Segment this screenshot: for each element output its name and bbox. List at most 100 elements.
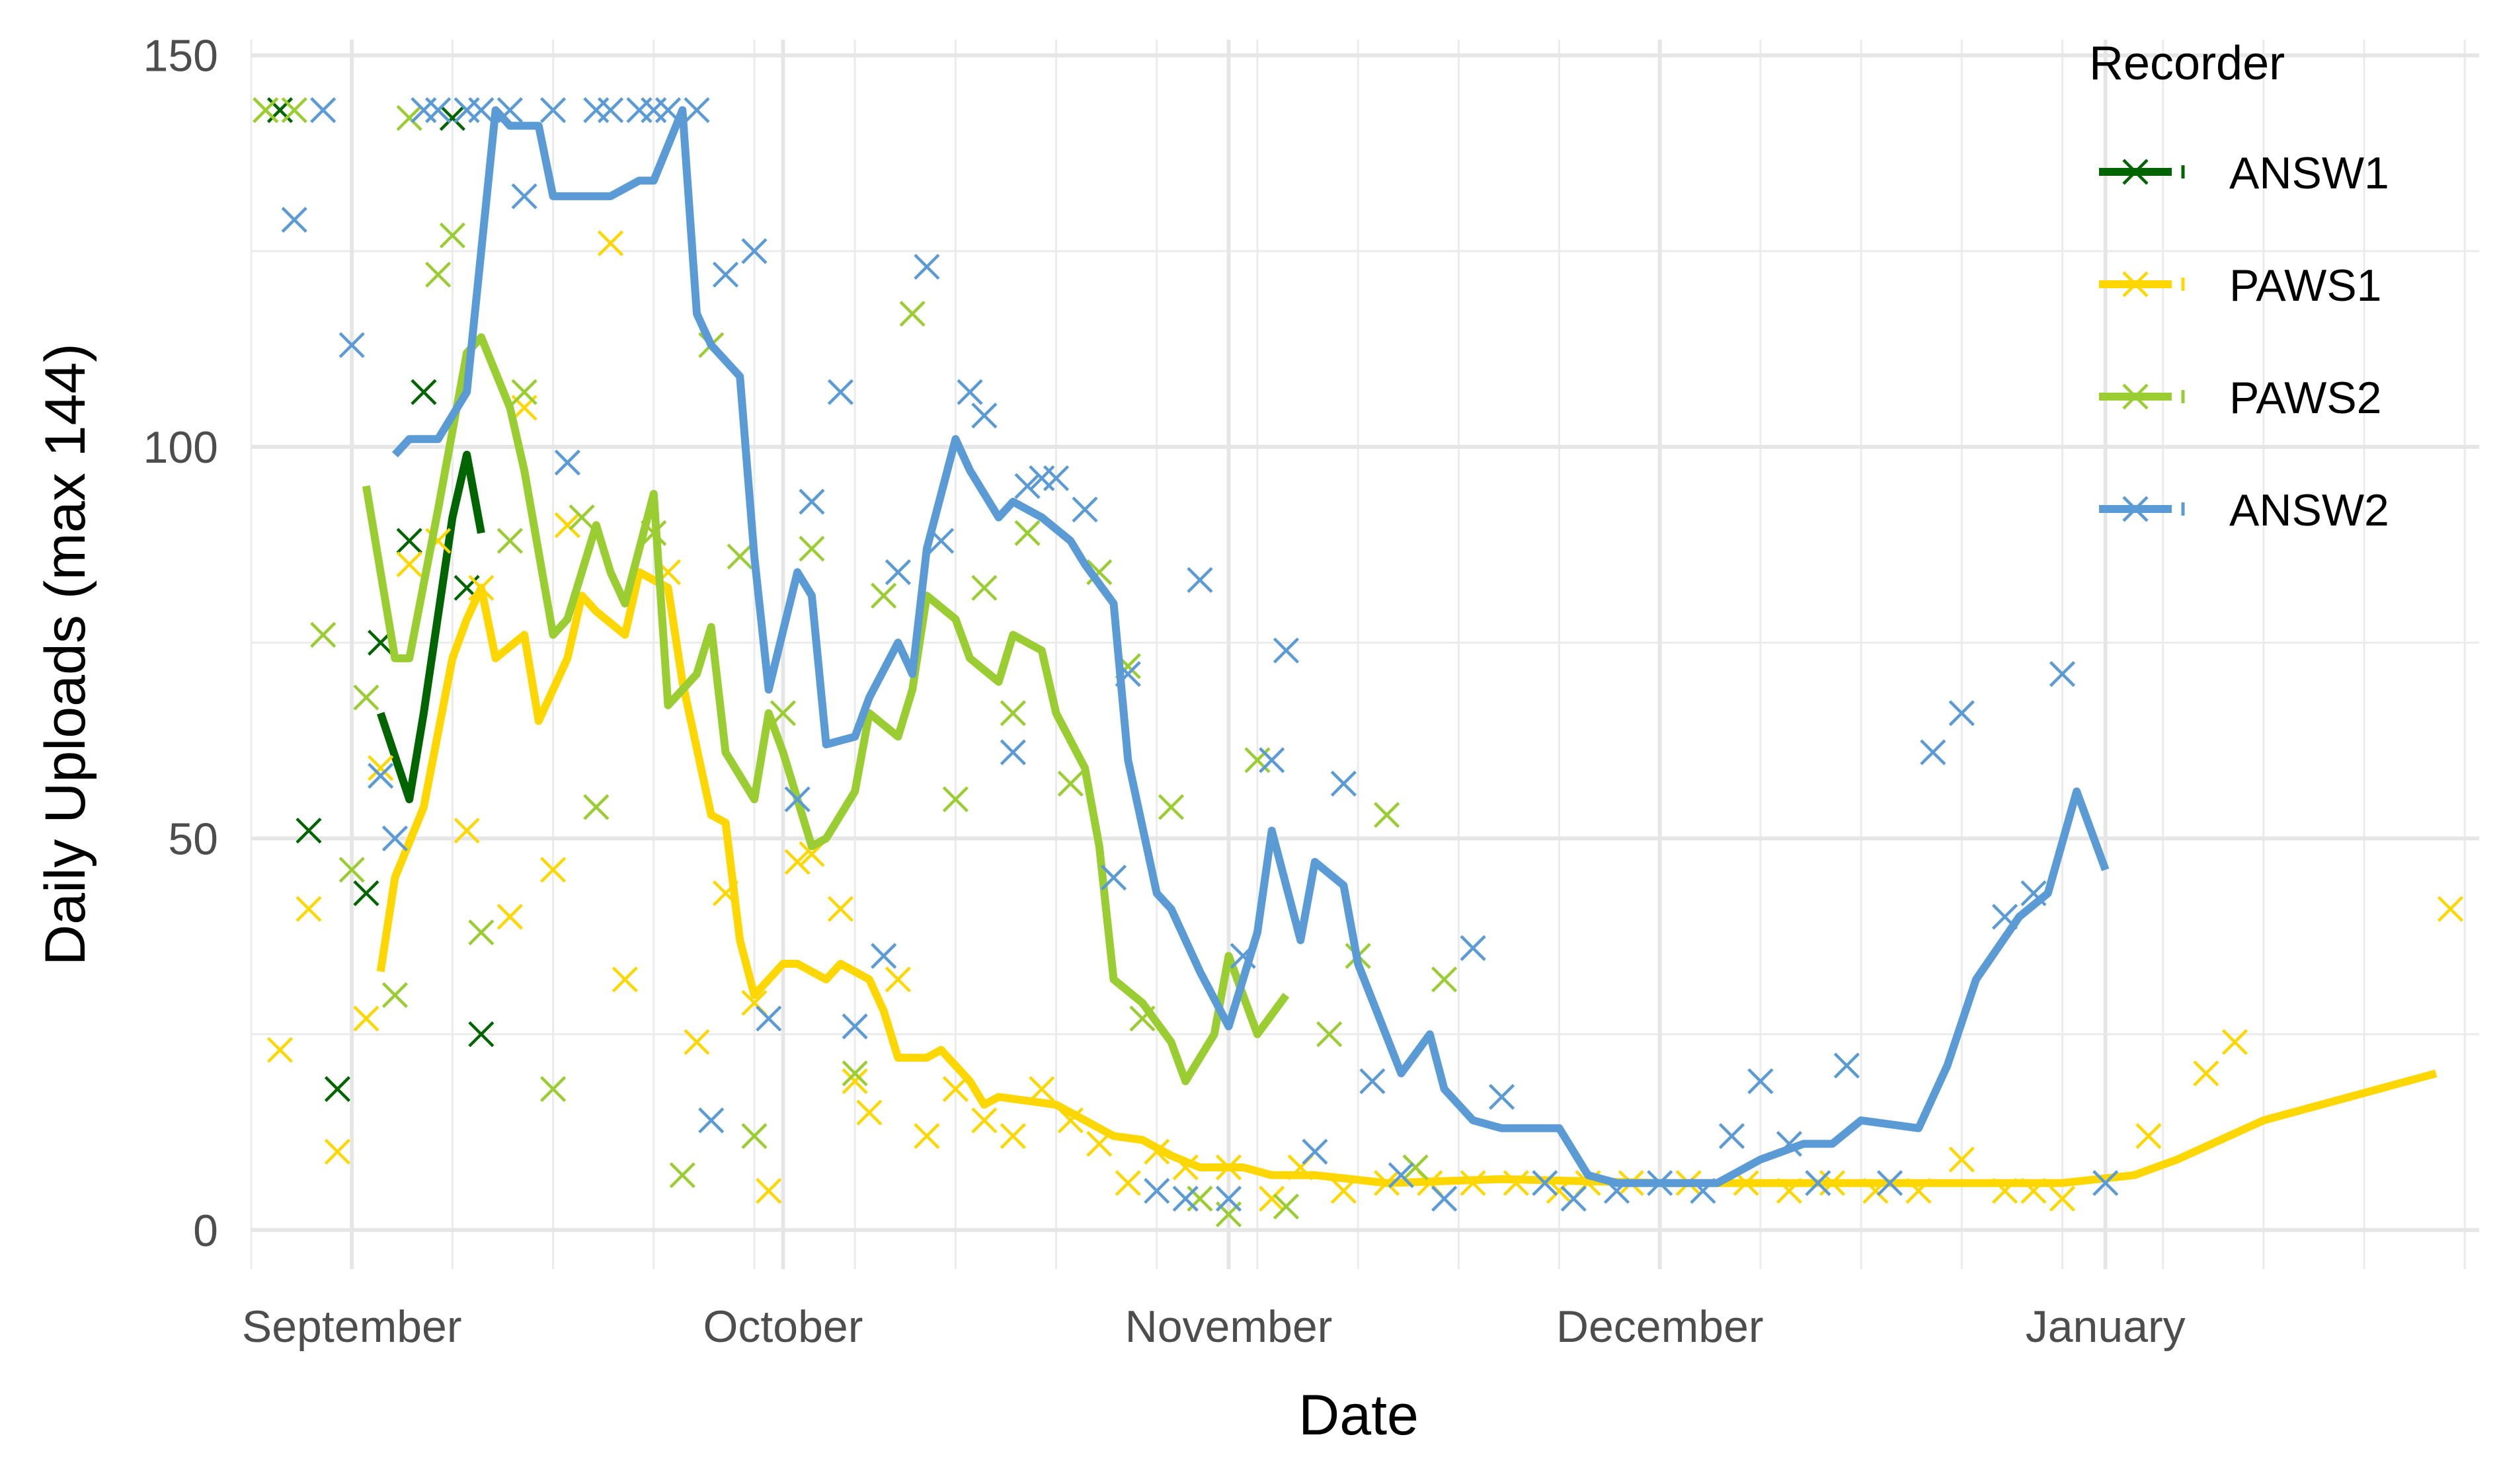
y-tick-label: 0 bbox=[193, 1206, 218, 1256]
x-tick-label: November bbox=[1125, 1302, 1333, 1352]
legend-cross-key bbox=[2122, 271, 2149, 297]
point-cross-stroke bbox=[1402, 1154, 1429, 1181]
data-point bbox=[1402, 1154, 1429, 1181]
point-cross-stroke bbox=[1115, 1170, 1141, 1196]
data-point bbox=[368, 755, 394, 781]
point-cross-stroke bbox=[381, 825, 409, 851]
point-cross-stroke bbox=[1805, 1170, 1831, 1196]
point-cross-stroke bbox=[439, 222, 465, 249]
axes: 0 50 100 150 September October November Decembe… bbox=[143, 31, 2186, 1352]
legend-items: ANSW1 PAWS1 PAWS2 ANSW2 bbox=[2099, 148, 2389, 535]
point-cross-stroke bbox=[741, 1123, 768, 1150]
point-cross-stroke bbox=[281, 206, 307, 233]
data-point bbox=[439, 104, 465, 132]
point-cross-stroke bbox=[971, 1107, 998, 1134]
legend-label: ANSW1 bbox=[2229, 148, 2389, 198]
point-cross-stroke bbox=[1273, 1193, 1300, 1220]
legend-item-answ2: ANSW2 bbox=[2099, 485, 2389, 535]
point-cross-stroke bbox=[353, 1005, 379, 1032]
data-point bbox=[957, 379, 983, 405]
data-point bbox=[554, 449, 580, 476]
data-point bbox=[1187, 566, 1213, 594]
point-cross-stroke bbox=[928, 527, 955, 554]
data-point bbox=[569, 504, 595, 531]
data-point bbox=[727, 543, 753, 570]
point-cross-stroke bbox=[1072, 496, 1098, 523]
point-cross-stroke bbox=[554, 449, 580, 476]
point-cross-stroke bbox=[1460, 935, 1486, 961]
point-cross-stroke bbox=[1747, 1068, 1774, 1095]
data-point bbox=[1948, 700, 1975, 726]
point-cross-stroke bbox=[2122, 496, 2149, 522]
point-cross-stroke bbox=[539, 97, 567, 124]
point-cross-stroke bbox=[799, 488, 825, 515]
data-point bbox=[684, 1029, 710, 1056]
point-cross-stroke bbox=[871, 582, 897, 609]
data-point bbox=[1086, 559, 1113, 586]
grid bbox=[250, 40, 2479, 1269]
point-cross-stroke bbox=[1330, 770, 1357, 797]
point-cross-stroke bbox=[1158, 794, 1185, 820]
series-line bbox=[391, 106, 2110, 1187]
point-cross-stroke bbox=[612, 966, 638, 993]
legend: Recorder ANSW1 PAWS1 PAWS2 ANSW2 bbox=[2089, 37, 2389, 535]
point-cross-stroke bbox=[1532, 1170, 1558, 1196]
data-point bbox=[1316, 1021, 1343, 1048]
y-axis-title: Daily Uploads (max 144) bbox=[34, 343, 97, 966]
point-cross-stroke bbox=[296, 817, 322, 844]
point-cross-stroke bbox=[1488, 1083, 1515, 1110]
data-point bbox=[310, 621, 337, 648]
data-point bbox=[2135, 1123, 2162, 1150]
data-point bbox=[1273, 637, 1300, 664]
data-point bbox=[296, 896, 322, 922]
data-point bbox=[425, 261, 452, 288]
data-point bbox=[827, 379, 854, 405]
data-point bbox=[1805, 1170, 1831, 1196]
data-point bbox=[496, 904, 523, 930]
point-cross-stroke bbox=[2135, 1123, 2162, 1150]
point-cross-stroke bbox=[1014, 473, 1041, 499]
point-cross-stroke bbox=[885, 966, 911, 993]
data-point bbox=[1144, 1177, 1170, 1204]
point-cross-stroke bbox=[1215, 1185, 1242, 1212]
point-cross-stroke bbox=[597, 97, 624, 124]
point-cross-stroke bbox=[1359, 1068, 1386, 1095]
data-point bbox=[411, 379, 437, 405]
data-point bbox=[784, 849, 811, 875]
point-cross-stroke bbox=[1431, 1185, 1458, 1212]
data-point bbox=[338, 332, 365, 358]
data-point bbox=[914, 253, 940, 280]
data-point bbox=[281, 206, 307, 233]
data-point bbox=[2049, 1185, 2076, 1212]
point-cross-stroke bbox=[2221, 1029, 2248, 1056]
data-point bbox=[741, 1123, 768, 1150]
point-cross-stroke bbox=[971, 574, 998, 601]
x-tick-label: October bbox=[703, 1302, 863, 1352]
data-point bbox=[1359, 1068, 1386, 1095]
data-point bbox=[2221, 1029, 2248, 1056]
data-point bbox=[583, 794, 610, 820]
point-cross-stroke bbox=[1043, 465, 1070, 492]
data-point bbox=[353, 684, 379, 711]
data-point bbox=[1158, 794, 1185, 820]
data-point bbox=[1014, 520, 1041, 546]
data-point bbox=[353, 1005, 379, 1032]
point-cross-stroke bbox=[454, 817, 480, 844]
data-point bbox=[1532, 1170, 1558, 1196]
point-cross-stroke bbox=[2049, 661, 2076, 687]
series-line bbox=[376, 568, 2438, 1187]
data-point bbox=[741, 238, 768, 264]
legend-title: Recorder bbox=[2089, 37, 2285, 90]
point-cross-stroke bbox=[1374, 802, 1400, 828]
point-cross-stroke bbox=[2193, 1060, 2219, 1087]
point-cross-stroke bbox=[1144, 1177, 1170, 1204]
series-paws1 bbox=[253, 97, 2464, 1212]
point-cross-stroke bbox=[411, 379, 437, 405]
point-cross-stroke bbox=[569, 504, 595, 531]
data-point bbox=[539, 1075, 567, 1103]
data-point bbox=[1115, 1170, 1141, 1196]
data-point bbox=[1560, 1185, 1587, 1212]
point-cross-stroke bbox=[1316, 1021, 1343, 1048]
legend-label: PAWS1 bbox=[2229, 260, 2382, 311]
data-point bbox=[914, 1123, 940, 1150]
